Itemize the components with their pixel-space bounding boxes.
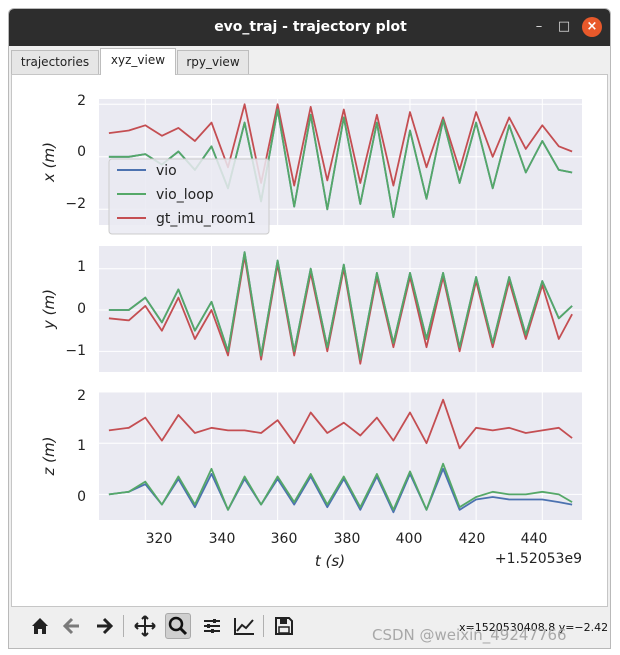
x-panel-ytick-label: 2: [77, 93, 86, 109]
toolbar-separator: [123, 615, 124, 637]
zoom-icon: [168, 616, 188, 636]
series-line-vio: [108, 467, 573, 514]
xtick-label: 320: [146, 531, 173, 547]
tab-xyz-view[interactable]: xyz_view: [100, 48, 176, 75]
save-icon: [275, 617, 293, 635]
xtick-label: 440: [521, 531, 548, 547]
axes-z-background: [99, 392, 582, 520]
x-panel-ytick-label: 0: [77, 144, 86, 160]
pan-button[interactable]: [132, 613, 158, 639]
y-panel-ylabel: y (m): [40, 289, 58, 330]
watermark-text: CSDN @weixin_49247766: [372, 626, 567, 644]
series-line-vio-loop: [108, 462, 573, 511]
xtick-label: 420: [459, 531, 486, 547]
x-panel-ylabel: x (m): [40, 142, 58, 183]
plot-canvas[interactable]: 2 0 −2 1 0 −1 2 1 0 x (m) y (m) z (m) 32…: [12, 75, 607, 606]
toolbar-separator: [263, 615, 264, 637]
matplotlib-toolbar: x=1520530408.8 y=−2.42: [9, 607, 610, 648]
home-icon: [32, 618, 48, 634]
xtick-label: 340: [209, 531, 236, 547]
legend-box: [108, 158, 270, 235]
xtick-label: 380: [334, 531, 361, 547]
x-offset-label: +1.52053e9: [495, 551, 582, 567]
forward-icon: [97, 617, 114, 635]
forward-button[interactable]: [91, 613, 117, 639]
app-window: evo_traj - trajectory plot – □ × traject…: [8, 8, 611, 649]
legend-label-vio-loop: vio_loop: [156, 187, 214, 203]
x-axis-label: t (s): [315, 552, 345, 570]
home-button[interactable]: [27, 613, 53, 639]
subplots-icon: [204, 619, 220, 633]
back-icon: [62, 617, 79, 635]
z-panel-ylabel: z (m): [40, 437, 58, 477]
tab-trajectories[interactable]: trajectories: [11, 50, 99, 74]
back-button[interactable]: [59, 613, 85, 639]
z-panel-ytick-label: 2: [77, 388, 86, 404]
legend: vio vio_loop gt_imu_room1: [108, 158, 270, 235]
xtick-label: 360: [271, 531, 298, 547]
cursor-coordinates: x=1520530408.8 y=−2.42: [459, 621, 609, 634]
pan-icon: [134, 615, 156, 637]
title-bar: evo_traj - trajectory plot – □ ×: [9, 9, 610, 46]
series-line-gt-imu-room1: [108, 103, 573, 187]
save-button[interactable]: [271, 613, 297, 639]
xtick-label: 400: [396, 531, 423, 547]
axes-y-background: [99, 246, 582, 372]
z-panel-ytick-label: 1: [77, 438, 86, 454]
series-line-gt-imu-room1: [108, 398, 573, 450]
customize-icon: [234, 618, 254, 635]
minimize-button[interactable]: –: [535, 19, 543, 34]
close-button[interactable]: ×: [582, 17, 602, 37]
subplots-button[interactable]: [199, 613, 225, 639]
window-title: evo_traj - trajectory plot: [214, 19, 407, 35]
tab-rpy-view[interactable]: rpy_view: [177, 50, 249, 74]
y-panel-ytick-label: −1: [65, 343, 86, 359]
legend-label-gt: gt_imu_room1: [156, 211, 256, 227]
series-line-vio-loop: [108, 251, 573, 361]
maximize-button[interactable]: □: [557, 19, 571, 34]
y-panel-ytick-label: 1: [77, 259, 86, 275]
legend-label-vio: vio: [156, 163, 177, 179]
z-panel-ytick-label: 0: [77, 489, 86, 505]
x-panel-ytick-label: −2: [65, 196, 86, 212]
plot-figure[interactable]: 2 0 −2 1 0 −1 2 1 0 x (m) y (m) z (m) 32…: [11, 74, 608, 607]
y-panel-ytick-label: 0: [77, 301, 86, 317]
customize-button[interactable]: [231, 613, 257, 639]
zoom-button[interactable]: [165, 613, 191, 639]
